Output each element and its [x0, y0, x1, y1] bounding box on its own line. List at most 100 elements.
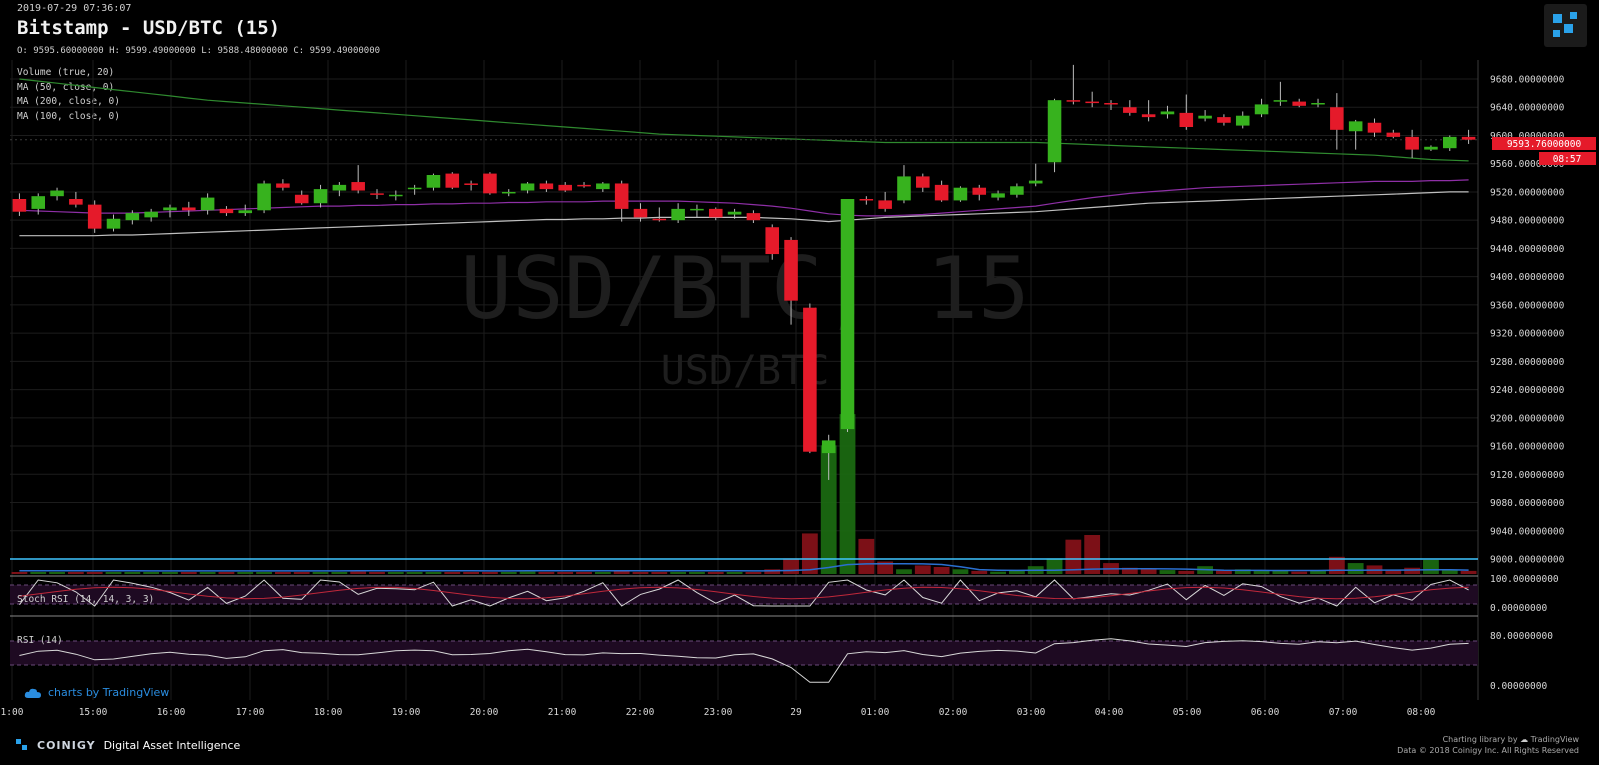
tradingview-link[interactable]: charts by TradingView — [24, 686, 169, 699]
volume-bar — [1423, 559, 1439, 574]
time-tick-label: 02:00 — [939, 707, 968, 718]
indicator-panes: 100.00000000 0.00000000 80.00000000 0.00000… — [10, 574, 1559, 692]
candle-body — [144, 211, 158, 218]
volume-bar — [707, 572, 724, 574]
legend-ma200[interactable]: MA (200, close, 0) — [17, 96, 120, 107]
price-tick-label: 9000.00000000 — [1490, 555, 1565, 566]
indicator-tick-label: 80.00000000 — [1490, 631, 1553, 642]
copyright-text: Data © 2018 Coinigy Inc. All Rights Rese… — [1397, 746, 1579, 755]
candle-body — [1198, 115, 1212, 119]
volume-bar — [500, 572, 517, 574]
candle-body — [577, 184, 591, 187]
volume-bar — [933, 566, 950, 574]
candle-body — [1442, 136, 1457, 149]
volume-bar — [952, 569, 969, 574]
time-tick-label: 01:00 — [861, 707, 890, 718]
candle-body — [50, 190, 64, 197]
volume-bars — [10, 414, 1478, 574]
volume-bar — [990, 571, 1006, 574]
volume-bar — [312, 572, 329, 574]
stoch-rsi-label[interactable]: Stoch RSI (14, 14, 3, 3) — [17, 594, 155, 605]
candle-body — [991, 193, 1005, 198]
candle-body — [1123, 107, 1137, 113]
brand-tagline: Digital Asset Intelligence — [103, 738, 241, 752]
candle-body — [821, 440, 836, 454]
candle-body — [953, 187, 968, 201]
candle-body — [539, 183, 554, 190]
volume-bar — [745, 572, 762, 574]
volume-bar — [594, 572, 611, 574]
candle-body — [765, 227, 780, 255]
volume-bar — [199, 572, 216, 574]
candle-body — [483, 173, 497, 194]
candle-body — [69, 199, 83, 205]
watermark-sub: USD/BTC — [661, 348, 830, 394]
volume-bar — [49, 572, 65, 574]
legend-ma100[interactable]: MA (100, close, 0) — [17, 110, 120, 122]
volume-bar — [387, 572, 404, 574]
volume-bar — [820, 445, 837, 574]
candle-body — [464, 183, 478, 185]
rsi-label[interactable]: RSI (14) — [17, 635, 63, 646]
time-tick-label: 29 — [790, 707, 802, 718]
price-tick-label: 9400.00000000 — [1490, 272, 1565, 283]
price-tick-label: 9360.00000000 — [1490, 300, 1565, 311]
volume-bar — [557, 572, 574, 574]
ma50-line — [19, 78, 1469, 162]
volume-bar — [1216, 570, 1232, 574]
candle-body — [501, 191, 516, 194]
candle-body — [1104, 103, 1118, 105]
time-tick-label: 19:00 — [392, 707, 421, 718]
candle-body — [294, 194, 309, 204]
ma100-line — [19, 179, 1469, 217]
volume-bar — [1140, 569, 1157, 574]
candle-body — [182, 207, 196, 211]
legend-volume[interactable]: Volume (true, 20) — [17, 67, 115, 78]
tradingview-text: charts by TradingView — [48, 686, 170, 699]
time-axis: 1:00 15:00 16:00 17:00 18:00 19:00 20:00 21:00 2… — [1, 707, 1436, 718]
time-tick-label: 20:00 — [470, 707, 499, 718]
volume-bar — [519, 571, 536, 574]
volume-bar — [30, 572, 47, 574]
candle-body — [106, 218, 121, 229]
candle-body — [1292, 101, 1306, 106]
volume-bar — [350, 571, 367, 574]
price-tick-label: 9440.00000000 — [1490, 244, 1565, 255]
price-tick-label: 9600.00000000 — [1490, 131, 1565, 142]
volume-bar — [1065, 539, 1082, 574]
volume-bar — [858, 538, 875, 574]
volume-bar — [256, 572, 272, 574]
candle-body — [163, 207, 177, 211]
candle-body — [370, 193, 384, 195]
cloud-icon: ☁ — [1520, 735, 1531, 744]
candle-body — [727, 211, 742, 215]
volume-bar — [764, 569, 781, 574]
coinigy-mark-icon — [16, 739, 27, 750]
candle-body — [840, 199, 855, 430]
price-axis: 9680.00000000 9640.00000000 9600.00000000 9… — [1490, 75, 1565, 566]
volume-bar — [1253, 570, 1270, 574]
candle-body — [87, 204, 102, 229]
candle-body — [1386, 132, 1401, 137]
volume-bar — [914, 565, 931, 574]
legend-ma50[interactable]: MA (50, close, 0) — [17, 81, 115, 93]
time-tick-label: 16:00 — [157, 707, 186, 718]
candle-body — [1085, 101, 1099, 104]
candle-body — [520, 183, 535, 191]
volume-bar — [576, 572, 592, 574]
candle-body — [916, 176, 930, 188]
candle-body — [238, 210, 253, 214]
volume-bar — [463, 572, 480, 574]
candle-body — [426, 175, 441, 188]
volume-bar — [1291, 571, 1308, 574]
volume-bar — [444, 572, 461, 574]
volume-bar — [162, 572, 178, 574]
rsi-band — [10, 641, 1478, 665]
volume-bar — [124, 572, 141, 574]
coinigy-logo-button[interactable] — [1544, 4, 1587, 47]
volume-bar — [538, 572, 555, 574]
candle-body — [784, 239, 798, 301]
time-tick-label: 18:00 — [314, 707, 343, 718]
volume-bar — [1441, 570, 1458, 574]
